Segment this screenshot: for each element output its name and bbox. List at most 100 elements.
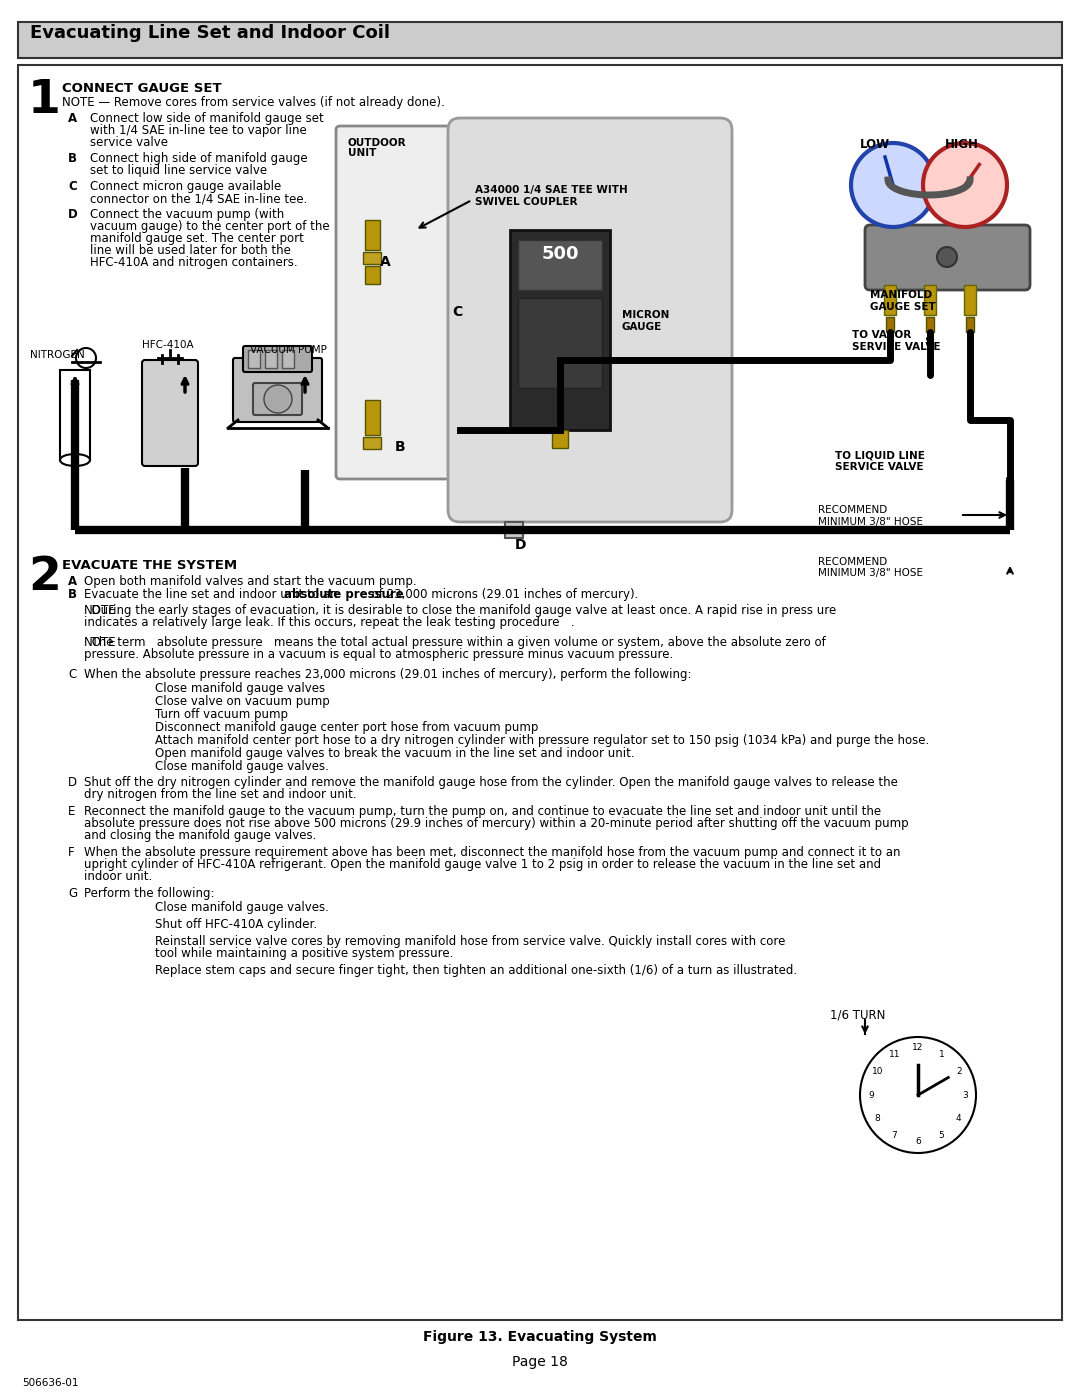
- Text: MICRON: MICRON: [622, 310, 670, 320]
- Text: MINIMUM 3/8" HOSE: MINIMUM 3/8" HOSE: [818, 517, 923, 527]
- Text: Close manifold gauge valves.: Close manifold gauge valves.: [156, 901, 329, 914]
- Text: Reinstall service valve cores by removing manifold hose from service valve. Quic: Reinstall service valve cores by removin…: [156, 935, 785, 949]
- Text: vacuum gauge) to the center port of the: vacuum gauge) to the center port of the: [90, 219, 329, 233]
- Bar: [518, 298, 602, 388]
- Bar: [964, 285, 976, 314]
- Text: line will be used later for both the: line will be used later for both the: [90, 244, 291, 257]
- Text: When the absolute pressure requirement above has been met, disconnect the manifo: When the absolute pressure requirement a…: [84, 847, 901, 859]
- FancyBboxPatch shape: [448, 117, 732, 522]
- Text: VACUUM PUMP: VACUUM PUMP: [249, 345, 327, 355]
- Text: GAUGE SET: GAUGE SET: [870, 302, 935, 312]
- Bar: [365, 265, 380, 284]
- Text: 5: 5: [939, 1132, 944, 1140]
- Text: Shut off the dry nitrogen cylinder and remove the manifold gauge hose from the c: Shut off the dry nitrogen cylinder and r…: [84, 775, 897, 789]
- Text: CONNECT GAUGE SET: CONNECT GAUGE SET: [62, 82, 221, 95]
- Bar: [363, 251, 381, 264]
- Text: SERVICE VALVE: SERVICE VALVE: [852, 342, 941, 352]
- Text: Open manifold gauge valves to break the vacuum in the line set and indoor unit.: Open manifold gauge valves to break the …: [156, 747, 635, 760]
- Text: Perform the following:: Perform the following:: [84, 887, 215, 900]
- Bar: [365, 400, 380, 434]
- Text: pressure. Absolute pressure in a vacuum is equal to atmospheric pressure minus v: pressure. Absolute pressure in a vacuum …: [84, 648, 673, 661]
- Text: NITROGEN: NITROGEN: [30, 351, 84, 360]
- Bar: [926, 317, 934, 332]
- Text: RECOMMEND: RECOMMEND: [818, 557, 888, 567]
- Text: Connect the vacuum pump (with: Connect the vacuum pump (with: [90, 208, 284, 221]
- Text: When the absolute pressure reaches 23,000 microns (29.01 inches of mercury), per: When the absolute pressure reaches 23,00…: [84, 668, 691, 680]
- Bar: [18, 22, 1062, 59]
- Text: Open both manifold valves and start the vacuum pump.: Open both manifold valves and start the …: [84, 576, 417, 588]
- Text: RECOMMEND: RECOMMEND: [818, 504, 888, 515]
- Text: 506636-01: 506636-01: [22, 1377, 79, 1389]
- Bar: [365, 219, 380, 250]
- Text: The term   absolute pressure   means the total actual pressure within a given vo: The term absolute pressure means the tot…: [84, 636, 826, 650]
- Circle shape: [851, 142, 935, 226]
- Text: 6: 6: [915, 1137, 921, 1147]
- FancyBboxPatch shape: [141, 360, 198, 467]
- Bar: [510, 231, 610, 430]
- Text: tool while maintaining a positive system pressure.: tool while maintaining a positive system…: [156, 947, 454, 960]
- Text: 9: 9: [868, 1091, 874, 1099]
- FancyBboxPatch shape: [865, 225, 1030, 291]
- Text: Replace stem caps and secure finger tight, then tighten an additional one-sixth : Replace stem caps and secure finger tigh…: [156, 964, 797, 977]
- Text: 1/6 TURN: 1/6 TURN: [831, 1009, 886, 1021]
- Circle shape: [264, 386, 292, 414]
- Text: Connect micron gauge available: Connect micron gauge available: [90, 180, 281, 193]
- Text: 8: 8: [875, 1113, 880, 1123]
- Bar: [60, 370, 90, 460]
- Text: HFC-410A and nitrogen containers.: HFC-410A and nitrogen containers.: [90, 256, 298, 270]
- Text: 11: 11: [889, 1049, 901, 1059]
- Text: A: A: [380, 256, 391, 270]
- Bar: [248, 351, 260, 367]
- Text: 7: 7: [892, 1132, 897, 1140]
- Text: B: B: [68, 588, 77, 601]
- Text: absolute pressure does not rise above 500 microns (29.9 inches of mercury) withi: absolute pressure does not rise above 50…: [84, 817, 908, 830]
- Text: with 1/4 SAE in-line tee to vapor line: with 1/4 SAE in-line tee to vapor line: [90, 124, 307, 137]
- Bar: [505, 522, 523, 538]
- Text: D: D: [68, 208, 78, 221]
- Text: NOTE: NOTE: [84, 604, 117, 617]
- Text: 1: 1: [28, 78, 60, 123]
- Bar: [518, 240, 602, 291]
- Bar: [885, 285, 896, 314]
- Text: HIGH: HIGH: [945, 138, 978, 151]
- Text: EVACUATE THE SYSTEM: EVACUATE THE SYSTEM: [62, 559, 238, 571]
- Text: upright cylinder of HFC-410A refrigerant. Open the manifold gauge valve 1 to 2 p: upright cylinder of HFC-410A refrigerant…: [84, 858, 881, 870]
- Text: 4: 4: [956, 1113, 961, 1123]
- Bar: [282, 351, 294, 367]
- Bar: [265, 351, 276, 367]
- Text: absolute pressure: absolute pressure: [284, 588, 404, 601]
- Text: 12: 12: [913, 1044, 923, 1052]
- Text: indicates a relatively large leak. If this occurs, repeat the leak testing proce: indicates a relatively large leak. If th…: [84, 616, 575, 629]
- Bar: [18, 66, 1062, 1320]
- Text: D: D: [68, 775, 77, 789]
- FancyBboxPatch shape: [253, 383, 302, 415]
- Text: B: B: [68, 152, 77, 165]
- Text: TO LIQUID LINE: TO LIQUID LINE: [835, 450, 924, 460]
- Text: HFC-410A: HFC-410A: [141, 339, 193, 351]
- Text: E: E: [68, 805, 76, 819]
- Text: indoor unit.: indoor unit.: [84, 870, 152, 883]
- Text: Connect high side of manifold gauge: Connect high side of manifold gauge: [90, 152, 308, 165]
- Text: TO VAPOR: TO VAPOR: [852, 330, 912, 339]
- Text: Attach manifold center port hose to a dry nitrogen cylinder with pressure regula: Attach manifold center port hose to a dr…: [156, 733, 929, 747]
- Text: GAUGE: GAUGE: [622, 321, 662, 332]
- Text: OUTDOOR: OUTDOOR: [348, 138, 407, 148]
- Text: Page 18: Page 18: [512, 1355, 568, 1369]
- Text: SERVICE VALVE: SERVICE VALVE: [835, 462, 923, 472]
- FancyBboxPatch shape: [233, 358, 322, 422]
- Circle shape: [76, 348, 96, 367]
- Text: MANIFOLD: MANIFOLD: [870, 291, 932, 300]
- Bar: [886, 317, 894, 332]
- Text: UNIT: UNIT: [348, 148, 376, 158]
- Text: Evacuate the line set and indoor unit to an: Evacuate the line set and indoor unit to…: [84, 588, 341, 601]
- Text: C: C: [453, 305, 462, 319]
- Text: service valve: service valve: [90, 136, 168, 149]
- Text: Reconnect the manifold gauge to the vacuum pump, turn the pump on, and continue : Reconnect the manifold gauge to the vacu…: [84, 805, 881, 819]
- Text: Close manifold gauge valves: Close manifold gauge valves: [156, 682, 325, 694]
- Text: Shut off HFC-410A cylinder.: Shut off HFC-410A cylinder.: [156, 918, 318, 930]
- Bar: [924, 285, 936, 314]
- Bar: [966, 317, 974, 332]
- Text: set to liquid line service valve: set to liquid line service valve: [90, 163, 267, 177]
- Text: and closing the manifold gauge valves.: and closing the manifold gauge valves.: [84, 828, 316, 842]
- Ellipse shape: [60, 454, 90, 467]
